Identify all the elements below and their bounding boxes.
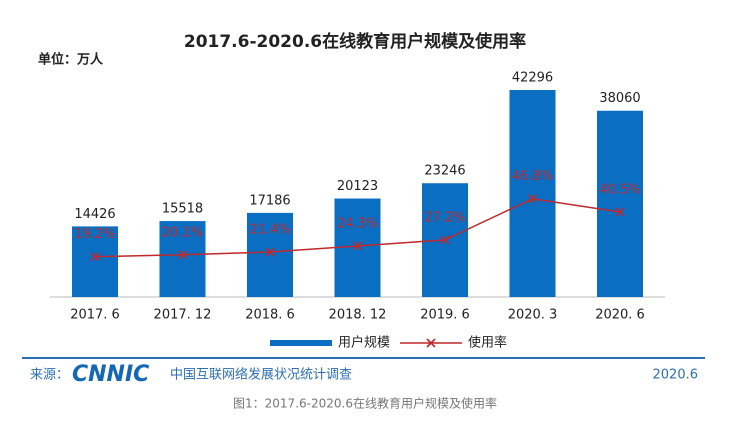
unit-label: 单位：万人 (38, 52, 104, 68)
legend-marker (426, 338, 436, 348)
rate-marker (440, 235, 450, 245)
date: 2020.6 (653, 368, 699, 383)
rate-marker (177, 250, 188, 260)
x-tick-label: 2020. 3 (508, 308, 558, 323)
bar (247, 212, 293, 297)
bar-label: 15518 (162, 202, 203, 217)
x-tick-label: 2020. 6 (595, 308, 645, 323)
rate-marker (527, 194, 538, 204)
rate-label: 27.2% (424, 210, 465, 225)
x-tick-label: 2018. 12 (329, 308, 387, 323)
rate-marker (615, 207, 625, 217)
bar (159, 221, 206, 297)
bar (509, 90, 556, 297)
x-tick-label: 2017. 12 (154, 308, 212, 323)
rate-label: 24.3% (337, 216, 378, 231)
rate-label: 40.5% (599, 182, 640, 197)
x-tick-label: 2017. 6 (70, 308, 120, 323)
rate-marker (90, 252, 100, 262)
source-text: 中国互联网络发展状况统计调查 (170, 367, 352, 383)
source-label: 来源： (30, 368, 69, 383)
bar-label: 42296 (512, 71, 553, 86)
chart-title: 2017.6-2020.6在线教育用户规模及使用率 (184, 31, 526, 52)
rate-marker (265, 247, 275, 257)
bar (597, 110, 643, 298)
logo: CNNIC (72, 362, 149, 387)
bar-label: 17186 (249, 193, 290, 208)
bar-label: 23246 (424, 164, 465, 179)
x-tick-label: 2019. 6 (420, 308, 470, 323)
bar-label: 38060 (599, 91, 640, 106)
x-tick-label: 2018. 6 (245, 308, 295, 323)
bar (72, 226, 118, 297)
legend-label: 使用率 (468, 335, 507, 351)
rate-label: 46.8% (512, 169, 553, 184)
caption: 图1：2017.6-2020.6在线教育用户规模及使用率 (233, 396, 497, 411)
bar-label: 14426 (74, 207, 115, 222)
bar-label: 20123 (337, 179, 378, 194)
rate-label: 19.2% (74, 227, 115, 242)
legend-swatch (270, 340, 332, 346)
rate-label: 21.4% (249, 223, 290, 238)
rate-label: 20.1% (162, 225, 203, 240)
rate-marker (352, 241, 363, 251)
legend-label: 用户规模 (338, 335, 390, 351)
